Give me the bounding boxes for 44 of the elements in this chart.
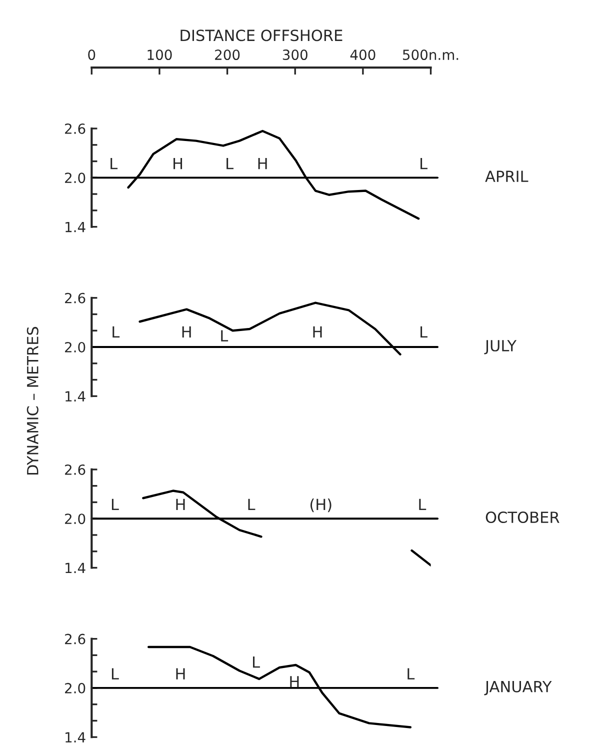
y-tick-label: 2.6 [65,464,86,475]
annotation: H [182,326,191,338]
annotation: H [176,668,185,680]
y-tick-label: 1.4 [66,562,86,574]
y-tick-label: 2.0 [65,342,86,352]
annotation: H [176,498,185,510]
x-tick-label: 400 [350,50,376,60]
x-tick-label: 0 [88,50,96,60]
text: OCTOBER [486,511,560,524]
y-tick-label: 2.0 [65,682,86,694]
annotation: L [112,326,120,338]
y-tick-label: 2.6 [65,634,86,644]
y-axis-title: DYNAMIC – METRES [26,326,38,475]
annotation: L [226,158,234,170]
annotation: H [258,158,267,170]
text: JULY [484,340,517,354]
annotation: L [419,498,426,510]
annotation: (H) [310,498,332,512]
x-tick-label: 200 [215,50,240,60]
y-tick-label: 1.4 [66,391,86,402]
x-axis-title: DISTANCE OFFSHORE [180,30,342,42]
x-tick-label: 500n.m. [402,50,458,60]
annotation: H [313,326,322,338]
annotation: L [221,330,228,342]
annotation: H [290,676,299,688]
y-tick-label: 2.6 [65,123,86,134]
annotation: L [248,498,256,510]
text: APRIL [485,170,528,182]
x-tick-label: 100 [148,50,172,60]
y-tick-label: 1.4 [66,222,86,232]
annotation: L [110,158,118,170]
text: JANUARY [484,681,552,696]
annotation: L [112,668,119,680]
y-tick-label: 2.6 [65,292,86,304]
annotation: L [420,158,428,170]
annotation: L [253,656,260,668]
annotation: L [408,668,415,680]
y-tick-label: 2.0 [65,172,86,184]
y-tick-label: 1.4 [66,732,86,742]
y-tick-label: 2.0 [65,514,86,524]
annotation: L [420,326,428,338]
annotation: H [174,158,182,170]
annotation: L [112,498,119,510]
x-tick-label: 300 [282,50,308,60]
